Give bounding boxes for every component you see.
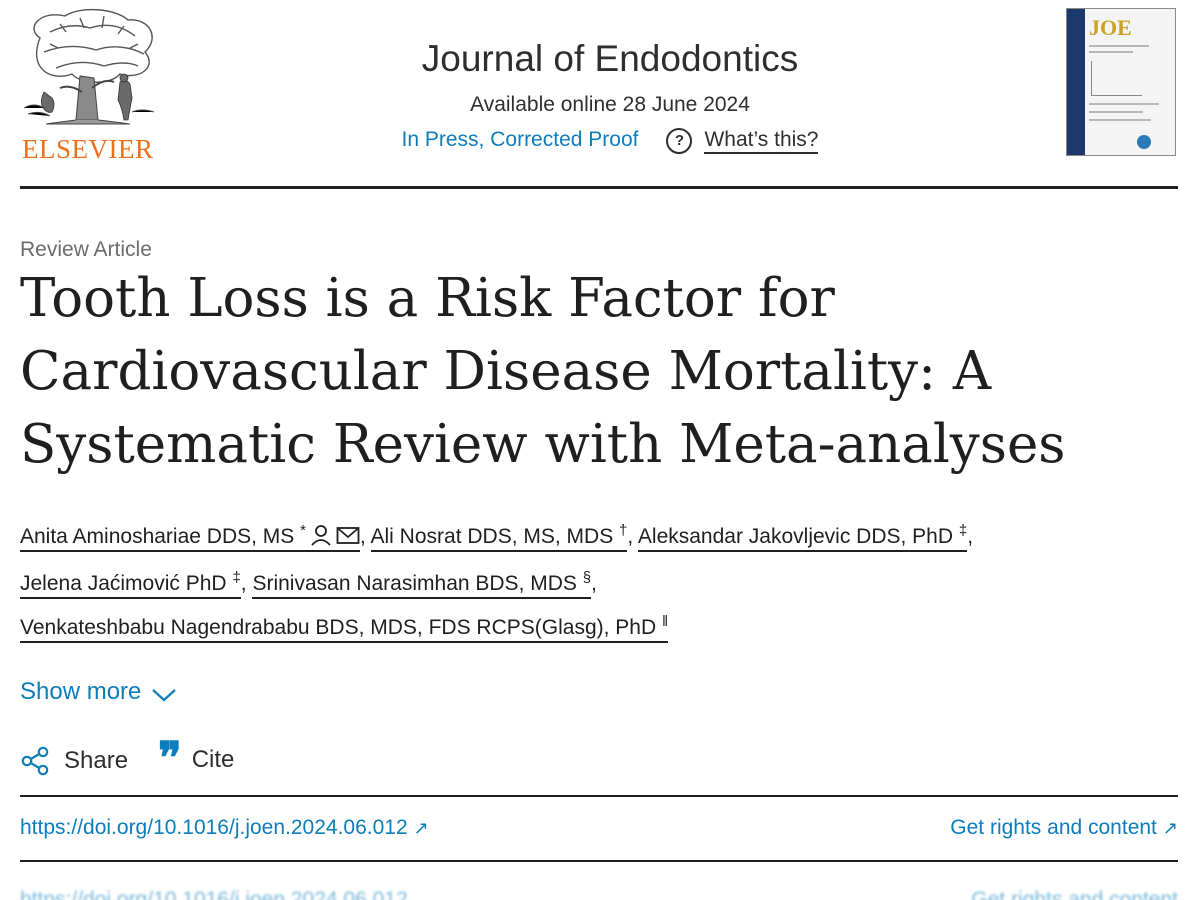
author-link[interactable]: Aleksandar Jakovljevic DDS, PhD ‡ xyxy=(637,522,968,552)
cover-logo-dot xyxy=(1137,135,1151,149)
external-link-icon: ↗ xyxy=(413,818,429,838)
cover-line xyxy=(1089,45,1149,47)
author-link[interactable]: Venkateshbabu Nagendrababu BDS, MDS, FDS… xyxy=(20,613,669,643)
cover-title: JOE xyxy=(1089,15,1132,40)
author-link[interactable]: Ali Nosrat DDS, MS, MDS † xyxy=(370,522,628,552)
journal-cover-thumbnail[interactable]: JOE xyxy=(1066,8,1176,156)
author-link[interactable]: Anita Aminoshariae DDS, MS * xyxy=(20,522,360,552)
share-label: Share xyxy=(64,747,129,774)
tree-icon xyxy=(23,8,155,125)
elsevier-wordmark: ELSEVIER xyxy=(22,134,154,164)
doi-link-shadow: https://doi.org/10.1016/j.joen.2024.06.0… xyxy=(20,888,408,900)
cover-plot xyxy=(1091,61,1142,96)
external-link-icon: ↗ xyxy=(1162,818,1178,838)
elsevier-logo[interactable]: ELSEVIER xyxy=(20,8,160,164)
author-link[interactable]: Srinivasan Narasimhan BDS, MDS § xyxy=(252,569,592,599)
rights-link[interactable]: Get rights and content ↗ xyxy=(950,816,1178,839)
cover-line xyxy=(1089,119,1151,121)
available-online-date: Available online 28 June 2024 xyxy=(470,93,750,116)
show-more-label: Show more xyxy=(20,678,142,705)
share-icon xyxy=(21,746,49,776)
chevron-down-icon xyxy=(152,689,177,702)
status-row: In Press, Corrected Proof? What’s this? xyxy=(300,128,920,154)
cite-button[interactable]: ❞ Cite xyxy=(158,733,235,784)
doi-link[interactable]: https://doi.org/10.1016/j.joen.2024.06.0… xyxy=(20,816,429,839)
cover-band xyxy=(1067,9,1085,155)
status-label: In Press, Corrected Proof xyxy=(401,128,639,151)
question-icon[interactable]: ? xyxy=(666,128,693,154)
author-list: Anita Aminoshariae DDS, MS *, Ali Nosrat… xyxy=(20,512,1180,647)
article-type: Review Article xyxy=(20,238,152,261)
mail-icon xyxy=(336,521,360,559)
cover-line xyxy=(1089,103,1159,105)
cover-line xyxy=(1089,51,1133,53)
whats-this-link[interactable]: What’s this? xyxy=(704,128,819,154)
section-divider-bottom xyxy=(20,860,1178,862)
article-title: Tooth Loss is a Risk Factor for Cardiova… xyxy=(20,268,1066,475)
person-icon xyxy=(310,521,332,559)
section-divider-top xyxy=(20,795,1178,797)
cite-label: Cite xyxy=(191,746,235,773)
cover-line xyxy=(1089,111,1143,113)
author-link[interactable]: Jelena Jaćimović PhD ‡ xyxy=(20,569,241,599)
journal-name[interactable]: Journal of Endodontics xyxy=(421,38,799,79)
share-button[interactable]: Share xyxy=(20,746,128,776)
header-divider xyxy=(20,186,1178,189)
show-more-button[interactable]: Show more xyxy=(20,678,177,706)
rights-link-shadow: Get rights and content xyxy=(971,888,1178,900)
quote-icon: ❞ xyxy=(158,733,182,784)
